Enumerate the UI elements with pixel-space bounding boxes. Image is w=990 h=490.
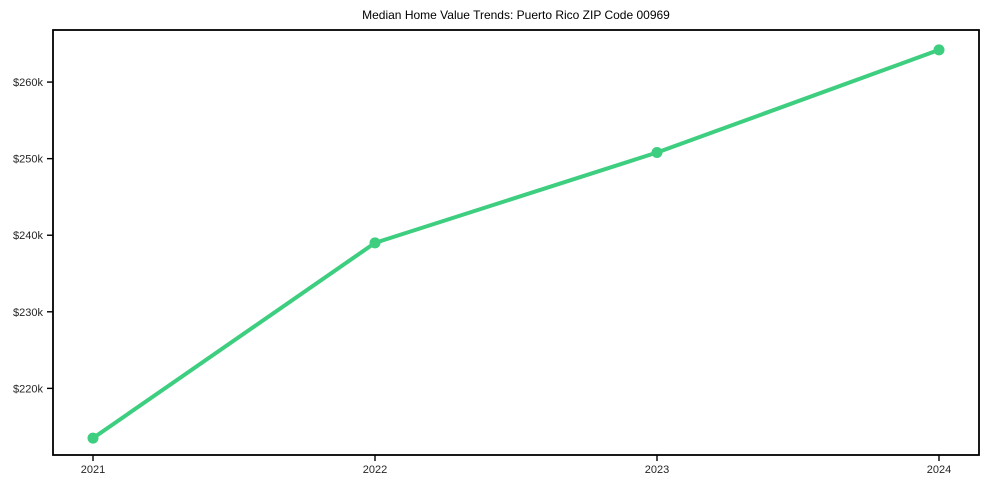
data-point-marker bbox=[933, 44, 945, 56]
data-point-marker bbox=[87, 432, 99, 444]
x-tick-label: 2022 bbox=[363, 464, 387, 476]
y-tick-label: $240k bbox=[13, 230, 43, 242]
trend-line bbox=[91, 47, 941, 441]
x-tick-label: 2023 bbox=[645, 464, 669, 476]
data-point-marker bbox=[651, 147, 663, 159]
plot-border bbox=[52, 29, 980, 456]
y-tick-label: $260k bbox=[13, 77, 43, 89]
x-tick-label: 2024 bbox=[927, 464, 951, 476]
x-tick-label: 2021 bbox=[81, 464, 105, 476]
y-tick-label: $230k bbox=[13, 307, 43, 319]
data-point-marker bbox=[369, 237, 381, 249]
y-tick-label: $250k bbox=[13, 154, 43, 166]
chart-title: Median Home Value Trends: Puerto Rico ZI… bbox=[362, 8, 670, 22]
y-tick-label: $220k bbox=[13, 383, 43, 395]
